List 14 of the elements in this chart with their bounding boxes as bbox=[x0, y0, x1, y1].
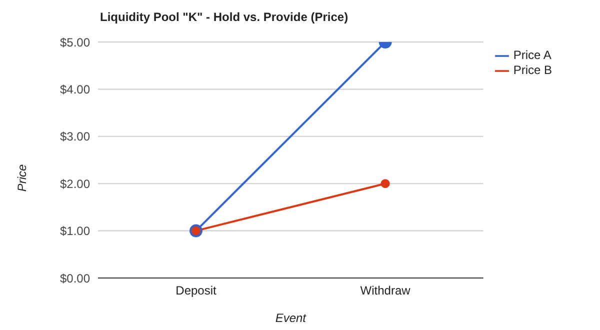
y-tick-label: $1.00 bbox=[60, 224, 90, 238]
x-tick-label: Withdraw bbox=[360, 284, 411, 298]
point bbox=[380, 179, 390, 188]
y-tick-label: $3.00 bbox=[60, 130, 90, 144]
y-tick-label: $2.00 bbox=[60, 176, 90, 191]
y-axis-title: Price bbox=[15, 164, 29, 192]
y-tick-label: $4.00 bbox=[60, 82, 90, 96]
x-tick-label: Deposit bbox=[176, 284, 218, 298]
chart-title: Liquidity Pool "K" - Hold vs. Provide (Price) bbox=[100, 10, 348, 24]
legend-label: Price B bbox=[513, 62, 552, 77]
x-axis-title: Event bbox=[275, 311, 307, 325]
y-tick-label: $5.00 bbox=[60, 35, 90, 50]
y-tick-label: $0.00 bbox=[60, 271, 90, 286]
legend-label: Price A bbox=[513, 48, 552, 62]
